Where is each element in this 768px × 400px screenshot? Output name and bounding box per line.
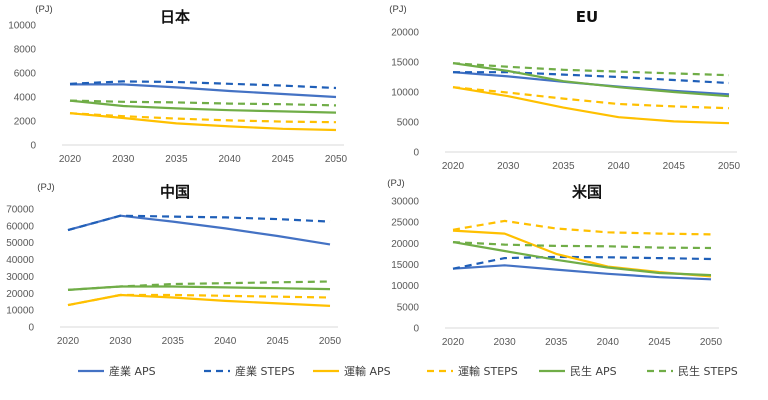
y-tick-label: 25000 [391, 218, 419, 229]
chart-panel-0: 日本 (PJ) 0 2000 4000 6000 8000 10000 2020 2030 2035… [8, 4, 347, 165]
series-line-3 [452, 86, 730, 125]
legend-label: 産業 STEPS [235, 365, 295, 378]
series-line-3 [67, 293, 331, 307]
series-line-4 [67, 293, 331, 307]
chart-title: 日本 [160, 8, 190, 26]
x-tick-label: 2050 [700, 337, 723, 348]
y-tick-label: 10000 [391, 88, 419, 99]
y-tick-label: 10000 [391, 281, 419, 292]
series-line-6 [69, 99, 337, 107]
legend-label: 産業 APS [109, 365, 156, 378]
legend-label: 運輸 APS [344, 364, 391, 378]
series-line-6 [452, 62, 730, 77]
chart-title: EU [576, 8, 598, 26]
legend-label: 運輸 STEPS [458, 364, 518, 378]
x-tick-label: 2045 [648, 337, 671, 348]
x-tick-label: 2030 [497, 161, 520, 172]
y-tick-label: 20000 [6, 289, 34, 300]
x-tick-label: 2035 [165, 154, 188, 165]
y-tick-label: 2000 [14, 117, 37, 128]
series-line-1 [70, 83, 337, 99]
x-tick-label: 2040 [214, 336, 237, 347]
series-line-6 [452, 241, 712, 250]
x-tick-label: 2030 [493, 337, 516, 348]
x-tick-label: 2030 [112, 154, 135, 165]
y-tick-label: 60000 [6, 221, 34, 232]
series-line-2 [69, 80, 337, 90]
x-tick-label: 2040 [218, 154, 241, 165]
y-tick-label: 8000 [14, 45, 37, 56]
x-tick-label: 2035 [552, 161, 575, 172]
y-tick-label: 6000 [14, 69, 37, 80]
series-line-1 [452, 264, 712, 281]
series-line-5 [452, 241, 712, 277]
y-tick-label: 0 [413, 148, 419, 159]
chart-panel-2: 中国 (PJ) 0 10000 20000 30000 40000 50000 60000 700… [6, 182, 341, 347]
y-tick-label: 30000 [6, 272, 34, 283]
unit-label: (PJ) [389, 4, 406, 15]
x-tick-label: 2040 [597, 337, 620, 348]
y-tick-label: 15000 [391, 260, 419, 271]
x-tick-label: 2045 [663, 161, 686, 172]
series-line-2 [452, 255, 712, 270]
chart-title: 中国 [160, 183, 190, 201]
x-tick-label: 2040 [607, 161, 630, 172]
y-tick-label: 50000 [6, 238, 34, 249]
y-tick-label: 0 [30, 141, 36, 152]
x-tick-label: 2045 [266, 336, 289, 347]
y-tick-label: 10000 [8, 21, 36, 32]
series-line-4 [452, 86, 730, 110]
x-tick-label: 2045 [272, 154, 295, 165]
legend-label: 民生 APS [570, 364, 617, 378]
y-tick-label: 40000 [6, 255, 34, 266]
unit-label: (PJ) [37, 182, 54, 193]
series-line-3 [69, 112, 337, 132]
y-tick-label: 5000 [397, 302, 420, 313]
series-line-5 [69, 99, 337, 114]
legend: 産業 APS 産業 STEPS 運輸 APS 運輸 STEPS 民生 APS 民生 STE… [78, 364, 738, 378]
y-tick-label: 15000 [391, 58, 419, 69]
series-line-5 [452, 62, 730, 98]
x-tick-label: 2020 [442, 337, 465, 348]
x-tick-label: 2020 [442, 161, 465, 172]
y-tick-label: 30000 [391, 197, 419, 208]
y-tick-label: 20000 [391, 239, 419, 250]
x-tick-label: 2050 [325, 154, 348, 165]
series-line-6 [67, 280, 331, 291]
x-tick-label: 2035 [545, 337, 568, 348]
y-tick-label: 10000 [6, 306, 34, 317]
unit-label: (PJ) [35, 4, 52, 15]
x-tick-label: 2030 [109, 336, 132, 347]
chart-title: 米国 [572, 183, 602, 201]
y-tick-label: 4000 [14, 93, 37, 104]
series-line-1 [67, 214, 331, 246]
x-tick-label: 2050 [319, 336, 342, 347]
series-line-4 [69, 112, 337, 124]
y-tick-label: 20000 [391, 28, 419, 39]
y-tick-label: 0 [28, 323, 34, 334]
y-tick-label: 70000 [6, 205, 34, 216]
series-line-5 [67, 285, 331, 291]
series-line-3 [452, 229, 712, 278]
unit-label: (PJ) [387, 178, 404, 189]
series-line-2 [67, 214, 331, 232]
legend-label: 民生 STEPS [678, 364, 738, 378]
x-tick-label: 2020 [57, 336, 80, 347]
series-line-4 [452, 219, 712, 236]
x-tick-label: 2020 [59, 154, 82, 165]
x-tick-label: 2035 [162, 336, 185, 347]
x-tick-label: 2050 [718, 161, 741, 172]
chart-panel-1: EU (PJ) 0 5000 10000 15000 20000 2020 2030 2035 20… [389, 4, 740, 172]
series-line-2 [453, 71, 730, 85]
chart-panel-3: 米国 (PJ) 0 5000 10000 15000 20000 25000 30000 2020… [387, 178, 722, 348]
y-tick-label: 5000 [397, 118, 420, 129]
y-tick-label: 0 [413, 324, 419, 335]
